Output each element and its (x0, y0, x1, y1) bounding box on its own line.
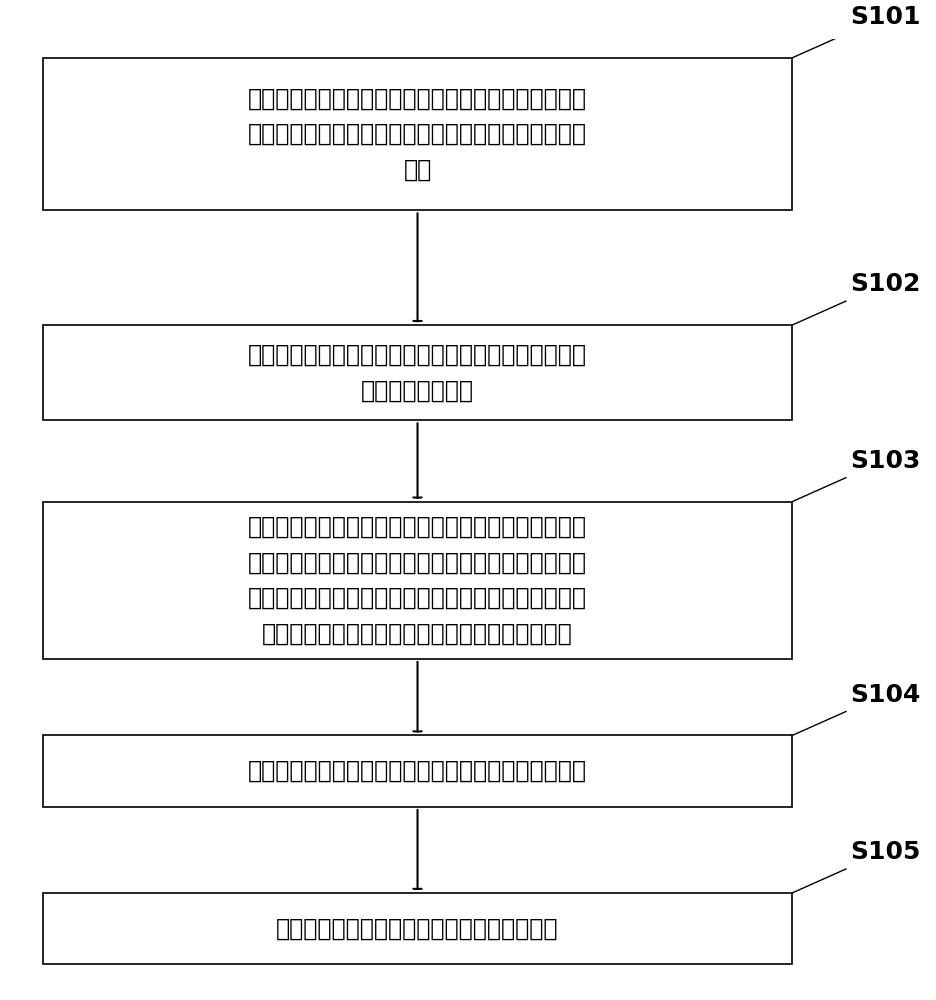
Bar (43, 502, 792, 659)
Text: 当所述速度比满足第一阈值，获取上游邻近交叉口的每
一方向通过交叉口的平均速度，根据通过所述交叉口的
平均速度和无事故时每一方向通过交叉口的平均速度，
确定所述上: 当所述速度比满足第一阈值，获取上游邻近交叉口的每 一方向通过交叉口的平均速度，根… (248, 515, 586, 645)
Text: S101: S101 (850, 5, 920, 29)
Text: 获取无事故时路段车辆的平均速度，得到第一平均速度
；获取发生事故时路段车辆的平均速度，得到第二平均
速度: 获取无事故时路段车辆的平均速度，得到第一平均速度 ；获取发生事故时路段车辆的平均… (248, 87, 586, 181)
Bar (43, 325, 792, 420)
Text: S102: S102 (850, 272, 920, 296)
Bar (43, 58, 792, 210)
Bar (43, 735, 792, 807)
Text: 当任一所述交叉口延误值满足第二阈值，确定目标车道: 当任一所述交叉口延误值满足第二阈值，确定目标车道 (248, 759, 586, 783)
Text: 基于所述目标车道，确定事故影响的边界位置: 基于所述目标车道，确定事故影响的边界位置 (276, 917, 558, 941)
Text: S104: S104 (850, 683, 920, 707)
Text: S103: S103 (850, 449, 920, 473)
Bar (43, 893, 792, 964)
Text: 根据所述第一平均速度、所述第二平均速度，得到所述
事故路段的速度比: 根据所述第一平均速度、所述第二平均速度，得到所述 事故路段的速度比 (248, 343, 586, 402)
Text: S105: S105 (850, 840, 920, 864)
